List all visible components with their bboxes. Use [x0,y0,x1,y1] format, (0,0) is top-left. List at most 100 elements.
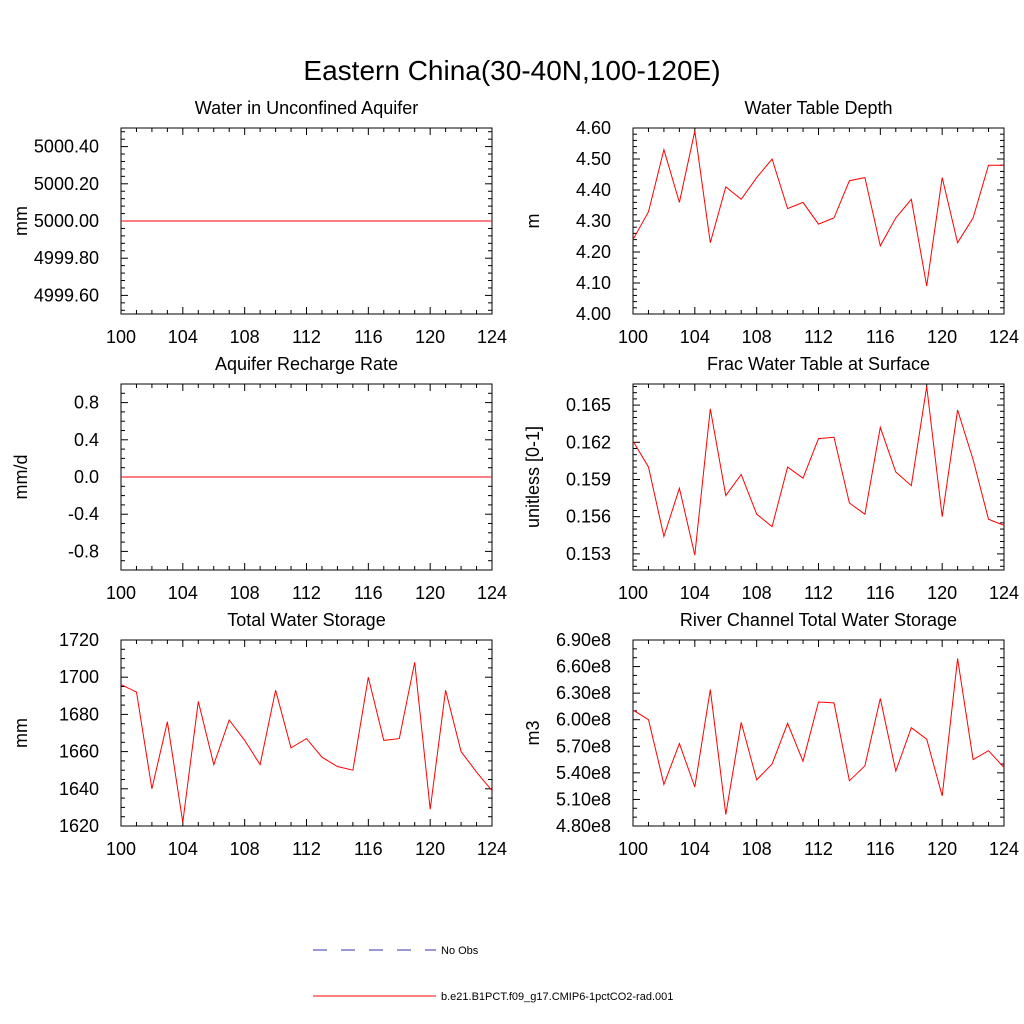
x-tick-label: 120 [927,839,957,859]
series-line [120,662,493,823]
x-tick-label: 108 [230,839,260,859]
y-axis-label: mm [11,718,31,748]
y-tick-label: 0.165 [566,395,611,415]
y-tick-label: -0.4 [68,504,99,524]
x-tick-label: 116 [354,583,383,603]
panel-title: Frac Water Table at Surface [707,354,930,374]
x-tick-label: 116 [866,839,895,859]
y-tick-label: 5000.40 [34,137,99,157]
plot-frame [632,639,1005,827]
x-tick-label: 100 [106,327,136,347]
chart-panel-2: Water Table Depth m 100 104 108 112 116 120 124 4… [523,98,1019,347]
series-line [632,130,1004,287]
x-tick-label: 124 [477,839,507,859]
series-line [632,658,1005,815]
x-tick-label: 112 [804,839,833,859]
y-tick-label: 4.80e8 [556,816,611,836]
y-tick-label: 0.4 [74,430,99,450]
y-tick-label: 0.156 [566,507,611,527]
x-tick-label: 120 [927,583,957,603]
legend-label-model: b.e21.B1PCT.f09_g17.CMIP6-1pctCO2-rad.00… [441,991,673,1003]
y-tick-label: 1720 [59,630,99,650]
y-tick-label: 4.20 [576,242,611,262]
x-tick-label: 100 [106,583,136,603]
panel-title: River Channel Total Water Storage [680,610,957,630]
y-axis-label: m [523,214,543,229]
y-tick-label: 5000.00 [34,211,99,231]
x-tick-label: 124 [989,583,1019,603]
y-tick-label: 4.30 [576,211,611,231]
x-tick-label: 104 [680,583,710,603]
chart-panel-6: River Channel Total Water Storage m3 100 10… [523,610,1019,859]
y-tick-label: 4.10 [576,273,611,293]
y-tick-label: 1660 [59,742,99,762]
x-tick-label: 112 [292,583,321,603]
y-tick-label: 4999.60 [34,285,99,305]
y-tick-label: 0.162 [566,432,611,452]
y-tick-label: 4.50 [576,149,611,169]
y-tick-label: 1680 [59,704,99,724]
x-tick-label: 108 [742,583,772,603]
x-tick-label: 104 [680,839,710,859]
y-tick-label: 0.8 [74,393,99,413]
y-tick-label: 0.159 [566,469,611,489]
y-tick-label: 5000.20 [34,174,99,194]
plot-frame [120,639,493,827]
chart-panel-5: Total Water Storage mm 100 104 108 112 116 120 1… [11,610,507,859]
x-tick-label: 116 [354,327,383,347]
x-tick-label: 100 [618,327,648,347]
x-tick-label: 116 [866,583,895,603]
y-tick-label: 4.60 [576,118,611,138]
chart-panel-3: Aquifer Recharge Rate mm/d 100 104 108 112 116… [11,354,507,603]
x-tick-label: 116 [866,327,895,347]
y-tick-label: 6.90e8 [556,630,611,650]
x-tick-label: 112 [292,839,321,859]
x-tick-label: 104 [168,583,198,603]
y-axis-label: mm/d [11,455,31,500]
y-tick-label: 0.153 [566,544,611,564]
y-axis-label: unitless [0-1] [523,426,543,528]
y-tick-label: 5.70e8 [556,736,611,756]
y-axis-label: mm [11,206,31,236]
y-tick-label: 4.40 [576,180,611,200]
y-tick-label: 5.10e8 [556,789,611,809]
y-tick-label: 4999.80 [34,248,99,268]
panel-title: Total Water Storage [227,610,385,630]
x-tick-label: 104 [168,839,198,859]
y-tick-label: 1640 [59,779,99,799]
x-tick-label: 120 [415,327,445,347]
x-tick-label: 108 [230,583,260,603]
x-tick-label: 100 [618,583,648,603]
x-tick-label: 108 [742,327,772,347]
x-tick-label: 112 [804,327,833,347]
series-line [632,386,1005,556]
x-tick-label: 108 [742,839,772,859]
y-tick-label: 1700 [59,667,99,687]
x-tick-label: 108 [230,327,260,347]
x-tick-label: 116 [354,839,383,859]
y-tick-label: 6.60e8 [556,657,611,677]
panels: Water in Unconfined Aquifer mm 100 104 108 11… [11,98,1019,859]
chart-panel-1: Water in Unconfined Aquifer mm 100 104 108 11… [11,98,507,347]
x-tick-label: 120 [927,327,957,347]
panel-title: Water in Unconfined Aquifer [195,98,418,118]
y-axis-label: m3 [523,720,543,745]
y-tick-label: 0.0 [74,467,99,487]
x-tick-label: 112 [292,327,321,347]
y-tick-label: 6.30e8 [556,683,611,703]
legend-label-no-obs: No Obs [441,945,479,957]
plot-frame [632,127,1005,315]
y-tick-label: 1620 [59,816,99,836]
x-tick-label: 124 [989,327,1019,347]
y-tick-label: 6.00e8 [556,710,611,730]
panel-title: Aquifer Recharge Rate [215,354,398,374]
x-tick-label: 124 [477,583,507,603]
y-tick-label: 5.40e8 [556,763,611,783]
x-tick-label: 112 [804,583,833,603]
x-tick-label: 100 [618,839,648,859]
figure-title: Eastern China(30-40N,100-120E) [303,55,720,86]
chart-panel-4: Frac Water Table at Surface unitless [0-1… [523,354,1019,603]
x-tick-label: 124 [989,839,1019,859]
y-tick-label: -0.8 [68,541,99,561]
